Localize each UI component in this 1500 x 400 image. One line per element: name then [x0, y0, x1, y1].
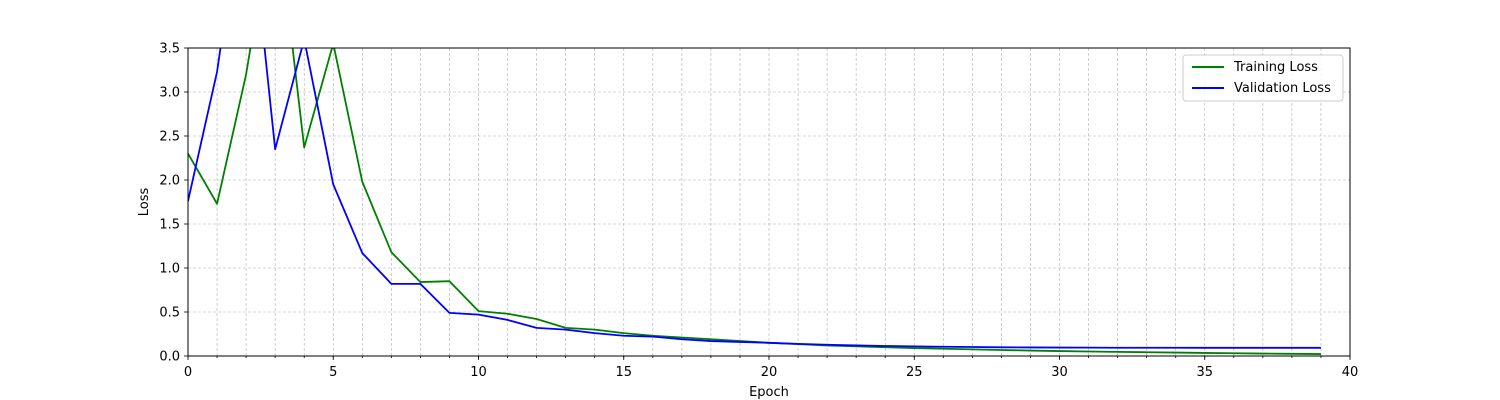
grid: [188, 48, 1350, 356]
y-tick-label: 3.5: [159, 42, 180, 57]
y-tick-label: 3.0: [159, 86, 180, 101]
y-tick-label: 2.5: [159, 130, 180, 145]
y-axis-title: Loss: [137, 188, 152, 217]
legend: Training Loss Validation Loss: [1182, 54, 1344, 102]
x-tick-label: 0: [184, 365, 192, 380]
x-tick-label: 10: [470, 365, 487, 380]
legend-label-training: Training Loss: [1233, 60, 1318, 75]
ticks: 0 5 10 15 20 25 30 35 40 0.0 0.5 1.0 1.5 2.0 2.5 3.0 3.5: [159, 42, 1358, 381]
x-tick-label: 15: [615, 365, 632, 380]
legend-label-validation: Validation Loss: [1234, 81, 1331, 96]
y-tick-label: 0.0: [159, 350, 180, 365]
y-tick-label: 0.5: [159, 306, 180, 321]
x-tick-label: 35: [1196, 365, 1213, 380]
y-tick-label: 2.0: [159, 174, 180, 189]
x-tick-label: 25: [906, 365, 923, 380]
series-group: [188, 48, 1321, 355]
x-tick-label: 40: [1342, 365, 1359, 380]
y-tick-label: 1.5: [159, 218, 180, 233]
y-tick-label: 1.0: [159, 262, 180, 277]
x-tick-label: 5: [329, 365, 337, 380]
validation-loss-line: [188, 48, 1321, 349]
x-axis-title: Epoch: [749, 385, 789, 400]
x-tick-label: 30: [1051, 365, 1068, 380]
x-tick-label: 20: [761, 365, 778, 380]
training-loss-line: [188, 48, 1321, 355]
